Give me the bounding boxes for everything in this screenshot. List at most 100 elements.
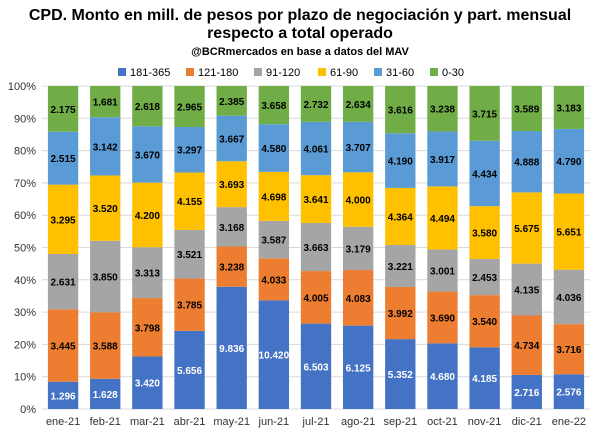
x-tick-label: nov-21 — [468, 416, 502, 428]
bar-segment-121-180 — [427, 291, 458, 344]
bar-segment-181-365 — [174, 330, 205, 409]
y-tick-label: 90% — [14, 113, 36, 125]
bar-segment-label: 4.190 — [388, 157, 413, 168]
bar-segment-31-60 — [300, 121, 332, 176]
bar-segment-121-180 — [216, 246, 247, 287]
bar-segment-121-180 — [90, 312, 121, 379]
bar-segment-91-120 — [47, 253, 79, 310]
legend-label: 61-90 — [330, 67, 358, 79]
bar-segment-0-30 — [300, 86, 332, 122]
legend-label: 0-30 — [442, 67, 464, 79]
bar-segment-label: 2.732 — [303, 100, 328, 111]
bar-segment-181-365 — [469, 347, 500, 409]
bar-segment-91-120 — [300, 222, 332, 272]
bar-segment-31-60 — [47, 131, 79, 185]
bar-segment-label: 3.445 — [51, 342, 76, 353]
legend-label: 181-365 — [130, 67, 170, 79]
bar-segment-181-365 — [132, 356, 163, 409]
bar-segment-0-30 — [511, 86, 542, 132]
bar-segment-0-30 — [469, 86, 500, 141]
bar-segment-label: 3.641 — [303, 195, 328, 206]
y-tick-label: 10% — [14, 372, 36, 384]
bar-segment-31-60 — [258, 124, 290, 172]
bar-segment-label: 3.540 — [472, 317, 497, 328]
bar-segment-label: 4.434 — [472, 169, 497, 180]
bar-segment-label: 2.634 — [346, 100, 371, 111]
bar-segment-121-180 — [47, 309, 79, 382]
bar-segment-121-180 — [258, 258, 290, 301]
bar-segment-label: 4.061 — [303, 145, 328, 156]
legend-label: 121-180 — [198, 67, 238, 79]
bar-segment-61-90 — [427, 186, 458, 250]
bar-segment-label: 1.628 — [93, 390, 118, 401]
bar-segment-label: 4.888 — [514, 158, 539, 169]
chart-subtitle: @BCRmercados en base a datos del MAV — [191, 46, 409, 58]
bar-segment-label: 5.352 — [388, 370, 413, 381]
bar-segment-label: 4.580 — [261, 144, 286, 155]
bar-segment-label: 2.175 — [51, 105, 76, 116]
bar-segment-label: 2.453 — [472, 273, 497, 284]
bar-segment-121-180 — [342, 270, 374, 326]
bar-segment-31-60 — [132, 126, 163, 183]
y-tick-label: 60% — [14, 210, 36, 222]
bar-segment-label: 3.001 — [430, 267, 455, 278]
bar-segment-label: 4.734 — [514, 341, 539, 352]
bar-segment-0-30 — [427, 86, 458, 132]
bar-segment-121-180 — [385, 286, 416, 340]
bar-segment-label: 3.670 — [135, 150, 160, 161]
bar-segment-61-90 — [174, 172, 205, 230]
bar-segment-181-365 — [511, 374, 542, 409]
x-tick-label: ago-21 — [341, 416, 375, 428]
bar-segment-label: 3.179 — [346, 244, 371, 255]
bar-segment-61-90 — [342, 172, 374, 227]
bar-segment-label: 3.690 — [430, 313, 455, 324]
x-tick-label: dic-21 — [512, 416, 542, 428]
bar-segment-0-30 — [174, 86, 205, 127]
bar-segment-31-60 — [511, 131, 542, 193]
bar-segment-0-30 — [216, 86, 247, 116]
legend-swatch — [254, 68, 262, 76]
legend-swatch — [186, 68, 194, 76]
bar-segment-91-120 — [469, 258, 500, 296]
y-tick-label: 100% — [8, 81, 36, 93]
legend-label: 91-120 — [266, 67, 300, 79]
bar-segment-label: 3.580 — [472, 229, 497, 240]
bar-segment-label: 3.589 — [514, 105, 539, 116]
bar-segment-label: 1.681 — [93, 98, 118, 109]
bar-segment-31-60 — [385, 133, 416, 188]
bar-segment-91-120 — [385, 244, 416, 287]
legend-swatch — [374, 68, 382, 76]
bar-segment-0-30 — [553, 86, 585, 129]
x-tick-label: jun-21 — [258, 416, 290, 428]
bar-segment-label: 4.033 — [261, 275, 286, 286]
y-tick-label: 30% — [14, 307, 36, 319]
bar-segment-label: 3.238 — [430, 105, 455, 116]
bar-segment-label: 3.992 — [388, 309, 413, 320]
bar-segment-label: 3.658 — [261, 101, 286, 112]
bar-segment-label: 4.155 — [177, 197, 202, 208]
bar-segment-label: 2.576 — [556, 388, 581, 399]
bar-segment-label: 4.000 — [346, 196, 371, 207]
bar-segment-121-180 — [174, 278, 205, 331]
bar-segment-181-365 — [385, 339, 416, 409]
bar-segment-181-365 — [300, 323, 332, 409]
bar-segment-label: 1.296 — [51, 391, 76, 402]
bar-segment-label: 3.693 — [219, 180, 244, 191]
bar-segment-91-120 — [216, 207, 247, 247]
x-tick-label: jul-21 — [302, 416, 330, 428]
bar-segment-label: 2.965 — [177, 102, 202, 113]
bar-segment-label: 3.715 — [472, 109, 497, 120]
bar-segment-label: 6.125 — [346, 363, 371, 374]
bar-segment-label: 3.297 — [177, 146, 202, 157]
x-tick-label: feb-21 — [90, 416, 121, 428]
bar-segment-label: 2.385 — [219, 97, 244, 108]
bar-segment-label: 3.420 — [135, 379, 160, 390]
bar-segment-181-365 — [342, 325, 374, 409]
bar-segment-label: 3.238 — [219, 263, 244, 274]
bar-segment-label: 3.520 — [93, 204, 118, 215]
bar-segment-181-365 — [258, 300, 290, 409]
bar-segment-label: 2.716 — [514, 388, 539, 399]
bar-segment-label: 4.680 — [430, 372, 455, 383]
bar-segment-31-60 — [216, 115, 247, 162]
